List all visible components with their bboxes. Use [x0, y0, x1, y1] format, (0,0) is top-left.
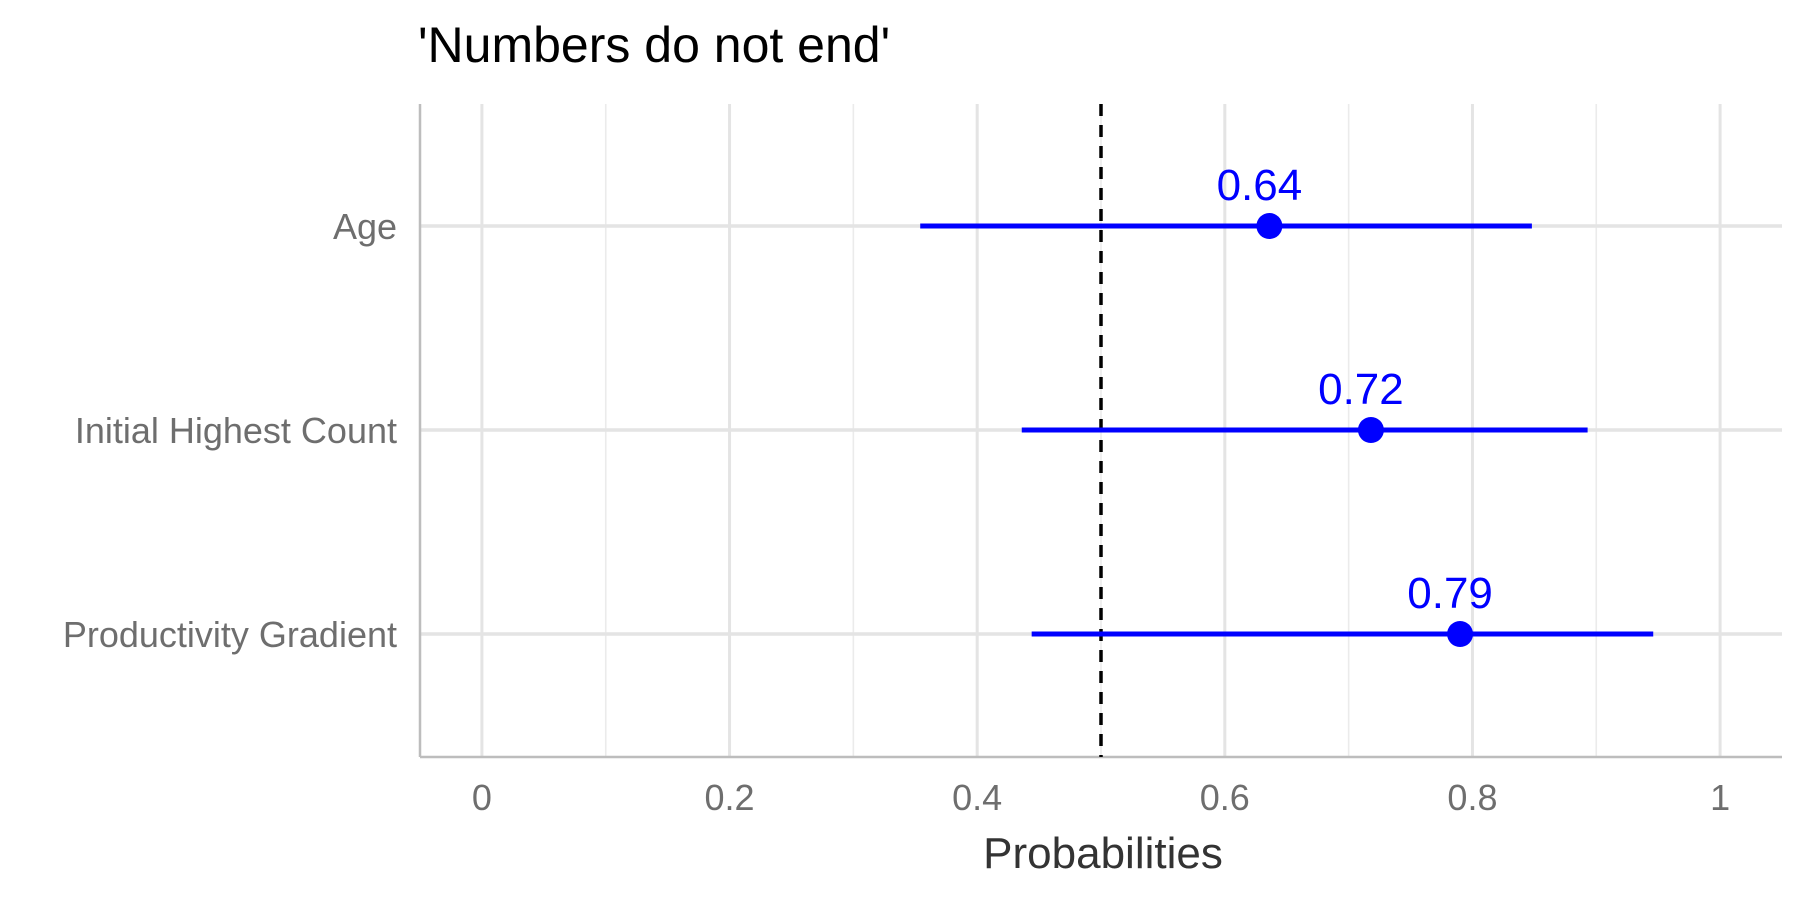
y-category-label: Productivity Gradient [63, 614, 397, 655]
x-tick-label: 0.4 [952, 777, 1002, 818]
x-tick-label: 0.2 [705, 777, 755, 818]
data-marks: 0.64 0.72 0.79 [920, 161, 1654, 647]
y-category-label: Initial Highest Count [75, 410, 397, 451]
tick-labels: 0 0.2 0.4 0.6 0.8 1 Age Initial Highest Count Pr… [63, 206, 1730, 818]
estimate-point [1357, 417, 1384, 443]
x-tick-label: 0 [472, 777, 492, 818]
estimate-point [1256, 213, 1283, 239]
x-axis-title: Probabilities [983, 829, 1223, 878]
data-label: 0.72 [1318, 365, 1404, 414]
data-label: 0.79 [1407, 569, 1493, 618]
x-tick-label: 1 [1710, 777, 1730, 818]
chart-title: 'Numbers do not end' [418, 17, 891, 73]
data-label: 0.64 [1217, 161, 1303, 210]
estimate-point [1447, 621, 1474, 647]
x-tick-label: 0.6 [1200, 777, 1250, 818]
y-category-label: Age [333, 206, 397, 247]
x-tick-label: 0.8 [1447, 777, 1497, 818]
